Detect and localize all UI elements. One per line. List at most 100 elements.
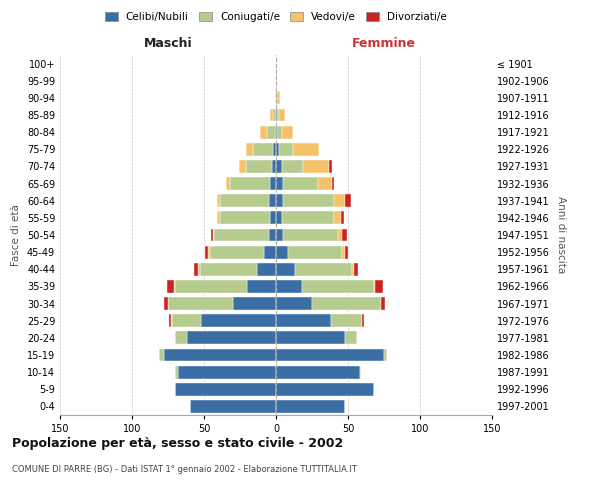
Bar [268,126,275,138]
Bar [334,194,345,207]
Bar [174,280,175,293]
Bar [175,280,247,293]
Bar [164,348,276,362]
Bar [331,314,362,327]
Bar [283,228,338,241]
Bar [257,263,276,276]
Bar [200,263,257,276]
Bar [376,280,383,293]
Bar [275,92,276,104]
Bar [212,228,214,241]
Bar [273,108,276,122]
Bar [253,143,273,156]
Bar [282,212,334,224]
Bar [276,126,277,138]
Bar [214,228,269,241]
Bar [334,212,341,224]
Bar [384,348,387,362]
Bar [167,280,174,293]
Text: Maschi: Maschi [143,37,193,50]
Bar [279,108,284,122]
Bar [312,297,381,310]
Bar [239,160,246,173]
Bar [338,228,342,241]
Bar [276,194,283,207]
Bar [342,246,345,258]
Bar [260,126,268,138]
Bar [164,297,168,310]
Bar [190,400,276,413]
Bar [270,177,276,190]
Bar [275,126,276,138]
Bar [276,108,277,122]
Bar [329,160,332,173]
Bar [277,108,279,122]
Bar [210,246,265,258]
Bar [220,212,270,224]
Bar [175,383,276,396]
Bar [246,143,253,156]
Bar [276,366,359,378]
Bar [293,143,319,156]
Text: Popolazione per età, sesso e stato civile - 2002: Popolazione per età, sesso e stato civil… [12,438,343,450]
Bar [276,212,282,224]
Bar [277,126,282,138]
Bar [273,143,276,156]
Bar [198,263,200,276]
Bar [282,126,293,138]
Bar [175,366,178,378]
Bar [276,92,277,104]
Bar [217,194,220,207]
Bar [381,297,385,310]
Bar [194,263,198,276]
Bar [282,160,304,173]
Bar [276,160,282,173]
Bar [302,280,374,293]
Bar [318,177,332,190]
Bar [269,194,276,207]
Bar [208,246,210,258]
Bar [345,246,348,258]
Bar [276,348,384,362]
Bar [233,297,276,310]
Bar [354,263,358,276]
Bar [168,297,233,310]
Bar [374,280,376,293]
Bar [276,246,287,258]
Y-axis label: Fasce di età: Fasce di età [11,204,21,266]
Bar [342,228,347,241]
Bar [276,332,345,344]
Bar [270,212,276,224]
Bar [345,332,356,344]
Bar [217,212,220,224]
Bar [272,160,276,173]
Bar [160,348,164,362]
Bar [175,332,187,344]
Bar [359,366,361,378]
Bar [276,400,345,413]
Bar [304,160,329,173]
Bar [247,280,276,293]
Bar [172,314,201,327]
Bar [345,194,351,207]
Bar [276,143,279,156]
Bar [276,177,283,190]
Text: COMUNE DI PARRE (BG) - Dati ISTAT 1° gennaio 2002 - Elaborazione TUTTITALIA.IT: COMUNE DI PARRE (BG) - Dati ISTAT 1° gen… [12,465,357,474]
Bar [246,160,272,173]
Bar [277,92,280,104]
Bar [205,246,208,258]
Bar [352,263,354,276]
Bar [169,314,171,327]
Bar [287,246,342,258]
Bar [226,177,230,190]
Bar [178,366,276,378]
Bar [187,332,276,344]
Bar [276,74,277,87]
Bar [211,228,212,241]
Bar [276,280,302,293]
Bar [276,383,374,396]
Bar [341,212,344,224]
Bar [276,263,295,276]
Bar [171,314,172,327]
Bar [332,177,334,190]
